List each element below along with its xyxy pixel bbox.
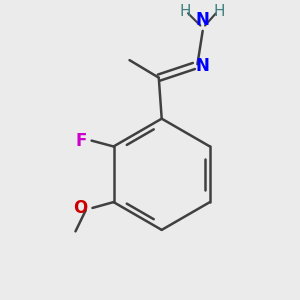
Text: N: N	[196, 11, 210, 29]
Text: H: H	[179, 4, 191, 19]
Text: F: F	[76, 132, 87, 150]
Text: H: H	[213, 4, 224, 19]
Text: N: N	[195, 57, 209, 75]
Text: O: O	[73, 199, 87, 217]
